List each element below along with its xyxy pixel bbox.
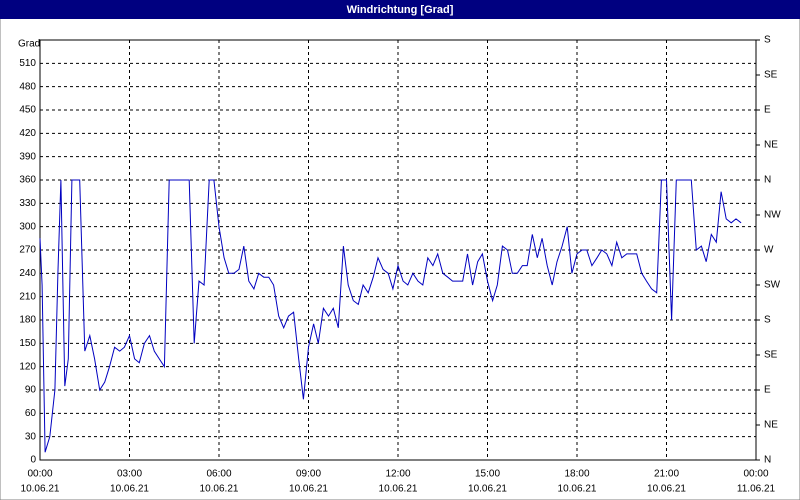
x-tick-label: 12:00: [385, 469, 410, 480]
y-tick-label: 60: [25, 408, 37, 419]
y-tick-label: 300: [19, 221, 36, 232]
y-tick-label: 240: [19, 268, 36, 279]
y-tick-label: 0: [30, 455, 36, 466]
title-bar: [0, 0, 800, 19]
x-tick-date: 10.06.21: [647, 484, 686, 495]
x-tick-date: 10.06.21: [289, 484, 328, 495]
x-tick-date: 10.06.21: [21, 484, 60, 495]
y-tick-label: 150: [19, 338, 36, 349]
x-tick-label: 00:00: [743, 469, 768, 480]
y-tick-label: 120: [19, 361, 36, 372]
x-tick-label: 06:00: [206, 469, 231, 480]
x-tick-label: 09:00: [296, 469, 321, 480]
x-tick-label: 03:00: [117, 469, 142, 480]
y-axis-label: Grad: [18, 39, 40, 50]
y2-tick-label: NE: [764, 420, 778, 431]
y2-tick-label: S: [764, 35, 771, 46]
y-tick-label: 420: [19, 128, 36, 139]
y-tick-label: 360: [19, 175, 36, 186]
x-tick-label: 21:00: [654, 469, 679, 480]
y2-tick-label: SE: [764, 350, 778, 361]
y2-tick-label: E: [764, 105, 771, 116]
y-tick-label: 510: [19, 58, 36, 69]
y-tick-label: 90: [25, 385, 37, 396]
y-tick-label: 450: [19, 105, 36, 116]
chart-title: Windrichtung [Grad]: [347, 4, 454, 16]
y2-tick-label: N: [764, 175, 771, 186]
y2-tick-label: W: [764, 245, 774, 256]
x-tick-date: 11.06.21: [737, 484, 776, 495]
y-tick-label: 210: [19, 291, 36, 302]
y-tick-label: 180: [19, 315, 36, 326]
y-tick-label: 390: [19, 151, 36, 162]
plot-border: [39, 39, 757, 461]
y2-tick-label: S: [764, 315, 771, 326]
x-tick-date: 10.06.21: [110, 484, 149, 495]
y2-tick-label: SE: [764, 70, 778, 81]
y2-tick-label: E: [764, 385, 771, 396]
x-tick-label: 15:00: [475, 469, 500, 480]
x-tick-label: 00:00: [27, 469, 52, 480]
y2-tick-label: NE: [764, 140, 778, 151]
y-tick-label: 480: [19, 81, 36, 92]
x-tick-label: 18:00: [564, 469, 589, 480]
x-tick-date: 10.06.21: [558, 484, 597, 495]
y-tick-label: 330: [19, 198, 36, 209]
x-tick-date: 10.06.21: [468, 484, 507, 495]
y2-tick-label: SW: [764, 280, 781, 291]
y-tick-label: 30: [25, 431, 37, 442]
x-tick-date: 10.06.21: [200, 484, 239, 495]
data-line: [39, 179, 742, 453]
y-tick-label: 270: [19, 245, 36, 256]
x-tick-date: 10.06.21: [379, 484, 418, 495]
y2-tick-label: NW: [764, 210, 781, 221]
y2-tick-label: N: [764, 455, 771, 466]
